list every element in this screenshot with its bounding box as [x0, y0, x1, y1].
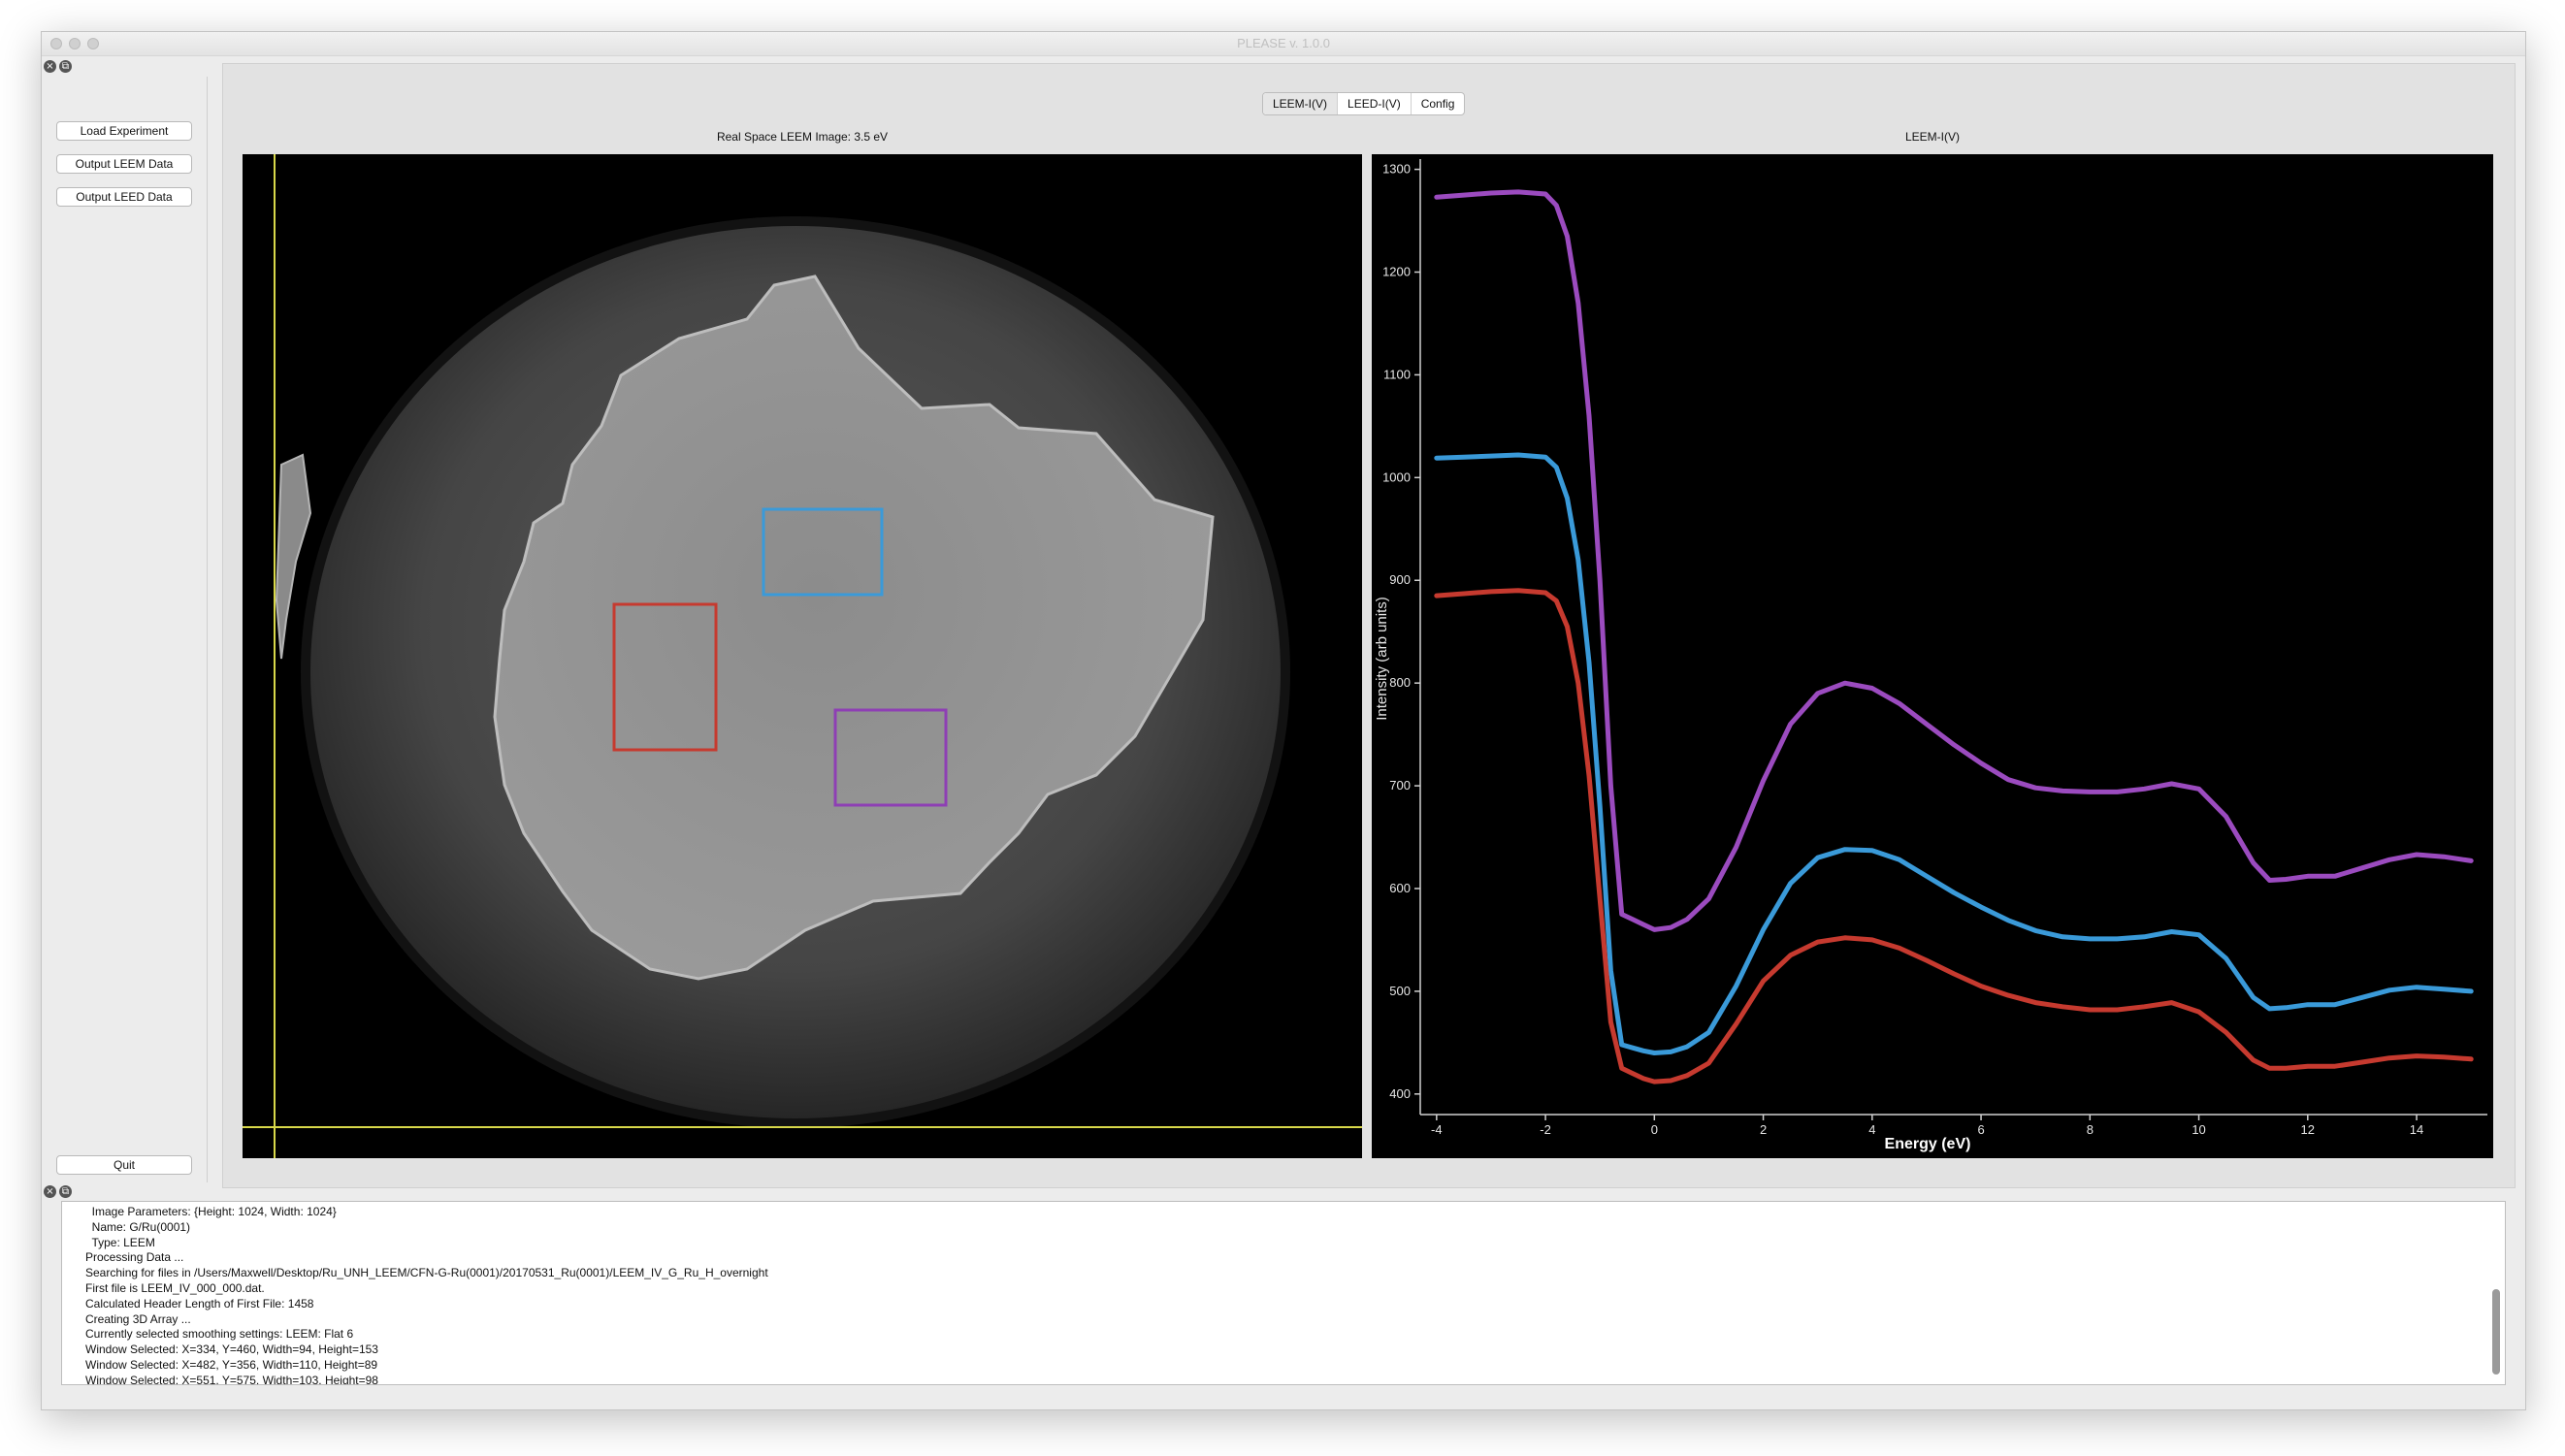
- console-line: Creating 3D Array ...: [85, 1311, 191, 1326]
- roi-box-red[interactable]: [612, 602, 718, 752]
- series-line-purple: [1434, 189, 2474, 932]
- y-tick-label: 400: [1389, 1086, 1411, 1101]
- tab-bar: LEEM-I(V) LEED-I(V) Config: [1262, 92, 1466, 115]
- y-axis-label: Intensity (arb units): [1374, 597, 1390, 721]
- console-line: Processing Data ...: [85, 1250, 184, 1265]
- side-panel: Load Experiment Output LEEM Data Output …: [42, 77, 208, 1182]
- tab-leed-iv[interactable]: LEED-I(V): [1338, 93, 1412, 114]
- y-tick-label: 1000: [1382, 469, 1411, 484]
- x-tick-label: 8: [2087, 1122, 2094, 1137]
- x-tick-label: 6: [1977, 1122, 1984, 1137]
- output-leem-data-button[interactable]: Output LEEM Data: [56, 154, 192, 174]
- console-scroll-thumb[interactable]: [2492, 1289, 2500, 1375]
- title-bar: PLEASE v. 1.0.0: [42, 32, 2525, 56]
- console-lines: Image Parameters: {Height: 1024, Width: …: [62, 1202, 2505, 1385]
- load-experiment-button[interactable]: Load Experiment: [56, 121, 192, 141]
- roi-box-blue[interactable]: [762, 507, 884, 597]
- side-dock-header: × ⧉: [42, 56, 207, 76]
- y-tick-label: 500: [1389, 984, 1411, 998]
- app-window: PLEASE v. 1.0.0 × ⧉ Load Experiment Outp…: [41, 31, 2526, 1410]
- graphene-island: [493, 275, 1215, 981]
- dock-close-icon[interactable]: ×: [44, 60, 56, 73]
- x-tick-label: 14: [2410, 1122, 2423, 1137]
- x-axis-label: Energy (eV): [1885, 1136, 1971, 1152]
- roi-box-purple[interactable]: [833, 708, 948, 807]
- x-tick-label: -4: [1431, 1122, 1443, 1137]
- tab-config[interactable]: Config: [1420, 97, 1455, 111]
- y-tick-label: 600: [1389, 881, 1411, 895]
- y-tick-label: 1100: [1383, 367, 1411, 381]
- console-line: First file is LEEM_IV_000_000.dat.: [85, 1280, 265, 1295]
- close-window-icon[interactable]: [50, 38, 62, 49]
- edge-flake-left: [275, 453, 312, 660]
- image-panel-title: Real Space LEEM Image: 3.5 eV: [716, 130, 889, 144]
- window-title: PLEASE v. 1.0.0: [1237, 36, 1330, 50]
- x-tick-label: -2: [1540, 1122, 1551, 1137]
- series-line-blue: [1434, 452, 2474, 1055]
- y-tick-label: 1300: [1382, 162, 1411, 177]
- zoom-window-icon[interactable]: [87, 38, 99, 49]
- y-tick-label: 1200: [1382, 265, 1411, 279]
- quit-button[interactable]: Quit: [56, 1155, 192, 1175]
- x-tick-label: 0: [1651, 1122, 1658, 1137]
- tab-leem-iv[interactable]: LEEM-I(V): [1263, 93, 1339, 114]
- console-line: Window Selected: X=551, Y=575, Width=103…: [85, 1373, 378, 1385]
- console-line: Calculated Header Length of First File: …: [85, 1296, 314, 1310]
- console-float-icon[interactable]: ⧉: [59, 1185, 72, 1198]
- output-leed-data-button[interactable]: Output LEED Data: [56, 187, 192, 207]
- y-tick-label: 700: [1389, 778, 1411, 793]
- minimize-window-icon[interactable]: [69, 38, 81, 49]
- main-area: LEEM-I(V) LEED-I(V) Config Real Space LE…: [222, 63, 2516, 1188]
- console-line: Window Selected: X=482, Y=356, Width=110…: [85, 1357, 378, 1372]
- x-tick-label: 2: [1760, 1122, 1767, 1137]
- y-tick-label: 800: [1389, 675, 1411, 690]
- console-scrollbar[interactable]: [2491, 1206, 2501, 1380]
- console-line: Name: G/Ru(0001): [85, 1219, 191, 1234]
- series-line-red: [1434, 588, 2474, 1084]
- leem-image-panel[interactable]: [243, 154, 1362, 1158]
- x-tick-label: 10: [2192, 1122, 2205, 1137]
- console-log[interactable]: Image Parameters: {Height: 1024, Width: …: [61, 1201, 2506, 1385]
- chart-title: LEEM-I(V): [1904, 130, 1960, 144]
- console-line: Searching for files in /Users/Maxwell/De…: [85, 1266, 768, 1280]
- leem-iv-chart[interactable]: Intensity (arb units) Energy (eV) -4 -2 0 2…: [1372, 154, 2493, 1158]
- console-line: Image Parameters: {Height: 1024, Width: …: [85, 1205, 337, 1218]
- leem-iv-plot-panel[interactable]: Intensity (arb units) Energy (eV) -4 -2 0 2…: [1372, 154, 2493, 1158]
- console-line: Type: LEEM: [85, 1235, 155, 1249]
- x-tick-label: 4: [1868, 1122, 1875, 1137]
- leem-image[interactable]: [243, 154, 1362, 1158]
- y-tick-label: 900: [1389, 572, 1411, 587]
- dock-float-icon[interactable]: ⧉: [59, 60, 72, 73]
- console-close-icon[interactable]: ×: [44, 1185, 56, 1198]
- console-line: Window Selected: X=334, Y=460, Width=94,…: [85, 1343, 378, 1357]
- console-line: Currently selected smoothing settings: L…: [85, 1327, 354, 1342]
- x-tick-label: 12: [2301, 1122, 2315, 1137]
- console-dock-header: × ⧉: [42, 1181, 2525, 1201]
